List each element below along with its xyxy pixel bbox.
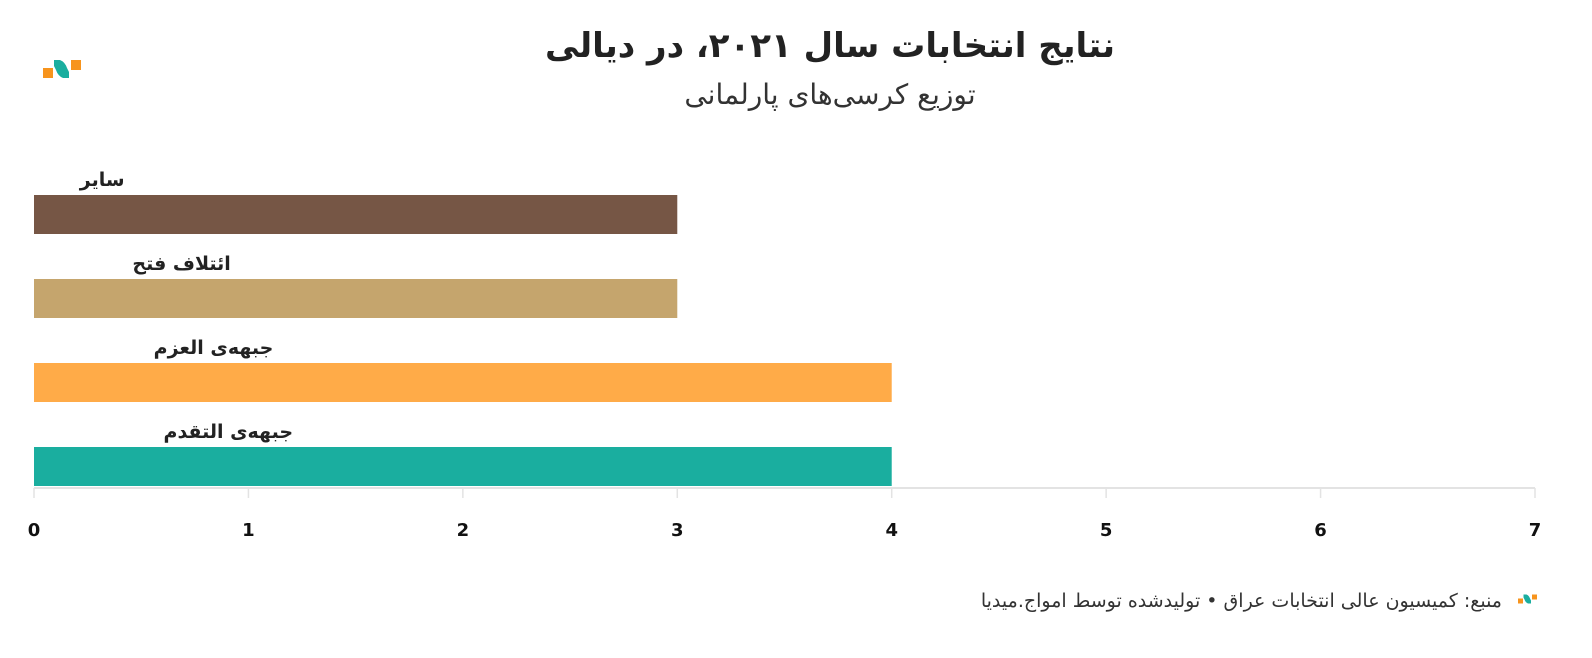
source-footer: منبع: کمیسیون عالی انتخابات عراق • تولید… (980, 590, 1502, 612)
bar (34, 195, 678, 234)
x-tick-label: 4 (885, 520, 898, 541)
chart-subtitle: توزیع کرسی‌های پارلمانی (684, 78, 976, 111)
bar (34, 363, 892, 402)
bar (34, 279, 678, 318)
bar-label: جبهه‌ی التقدم (164, 421, 294, 443)
x-tick-label: 2 (457, 520, 470, 541)
x-tick-label: 5 (1100, 520, 1113, 541)
x-tick-label: 7 (1529, 520, 1542, 541)
footer-logo-icon (1518, 594, 1537, 604)
bar (34, 447, 892, 486)
x-tick-label: 0 (28, 520, 41, 541)
x-tick-label: 3 (671, 520, 684, 541)
bar-label: سایر (79, 169, 125, 191)
bar-label: ائتلاف فتح (132, 253, 230, 275)
bar-label: جبهه‌ی العزم (154, 337, 274, 359)
x-tick-label: 6 (1314, 520, 1327, 541)
brand-logo-icon (43, 60, 81, 78)
chart-title: نتایج انتخابات سال ۲۰۲۱، در دیالی (545, 26, 1115, 66)
x-tick-label: 1 (242, 520, 255, 541)
